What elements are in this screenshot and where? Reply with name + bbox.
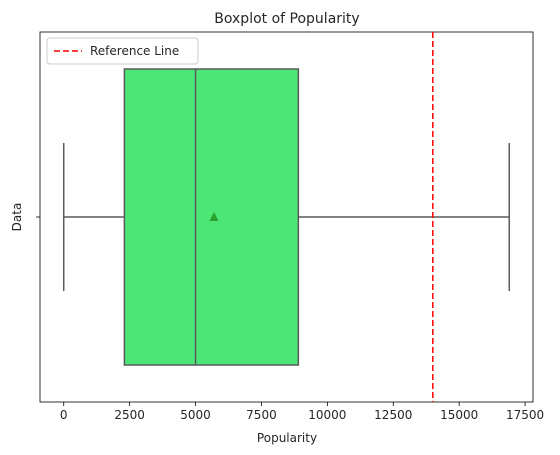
iqr-box xyxy=(123,68,300,366)
x-tick-label: 15000 xyxy=(440,408,478,422)
chart-title: Boxplot of Popularity xyxy=(214,11,359,27)
x-axis-label: Popularity xyxy=(257,431,317,445)
x-tick-label: 12500 xyxy=(374,408,412,422)
x-tick-label: 5000 xyxy=(180,408,211,422)
x-tick-label: 7500 xyxy=(246,408,277,422)
legend: Reference Line xyxy=(46,37,199,65)
legend-label: Reference Line xyxy=(90,44,179,58)
y-axis-label: Data xyxy=(10,203,24,232)
mean-marker xyxy=(209,212,219,221)
x-tick-label: 0 xyxy=(60,408,68,422)
x-tick-label: 10000 xyxy=(308,408,346,422)
x-tick-label: 17500 xyxy=(506,408,544,422)
legend-box xyxy=(46,37,199,65)
x-tick-label: 2500 xyxy=(114,408,145,422)
plot-area: 0 2500 5000 7500 10000 12500 15000 17500 Referen… xyxy=(36,31,544,422)
